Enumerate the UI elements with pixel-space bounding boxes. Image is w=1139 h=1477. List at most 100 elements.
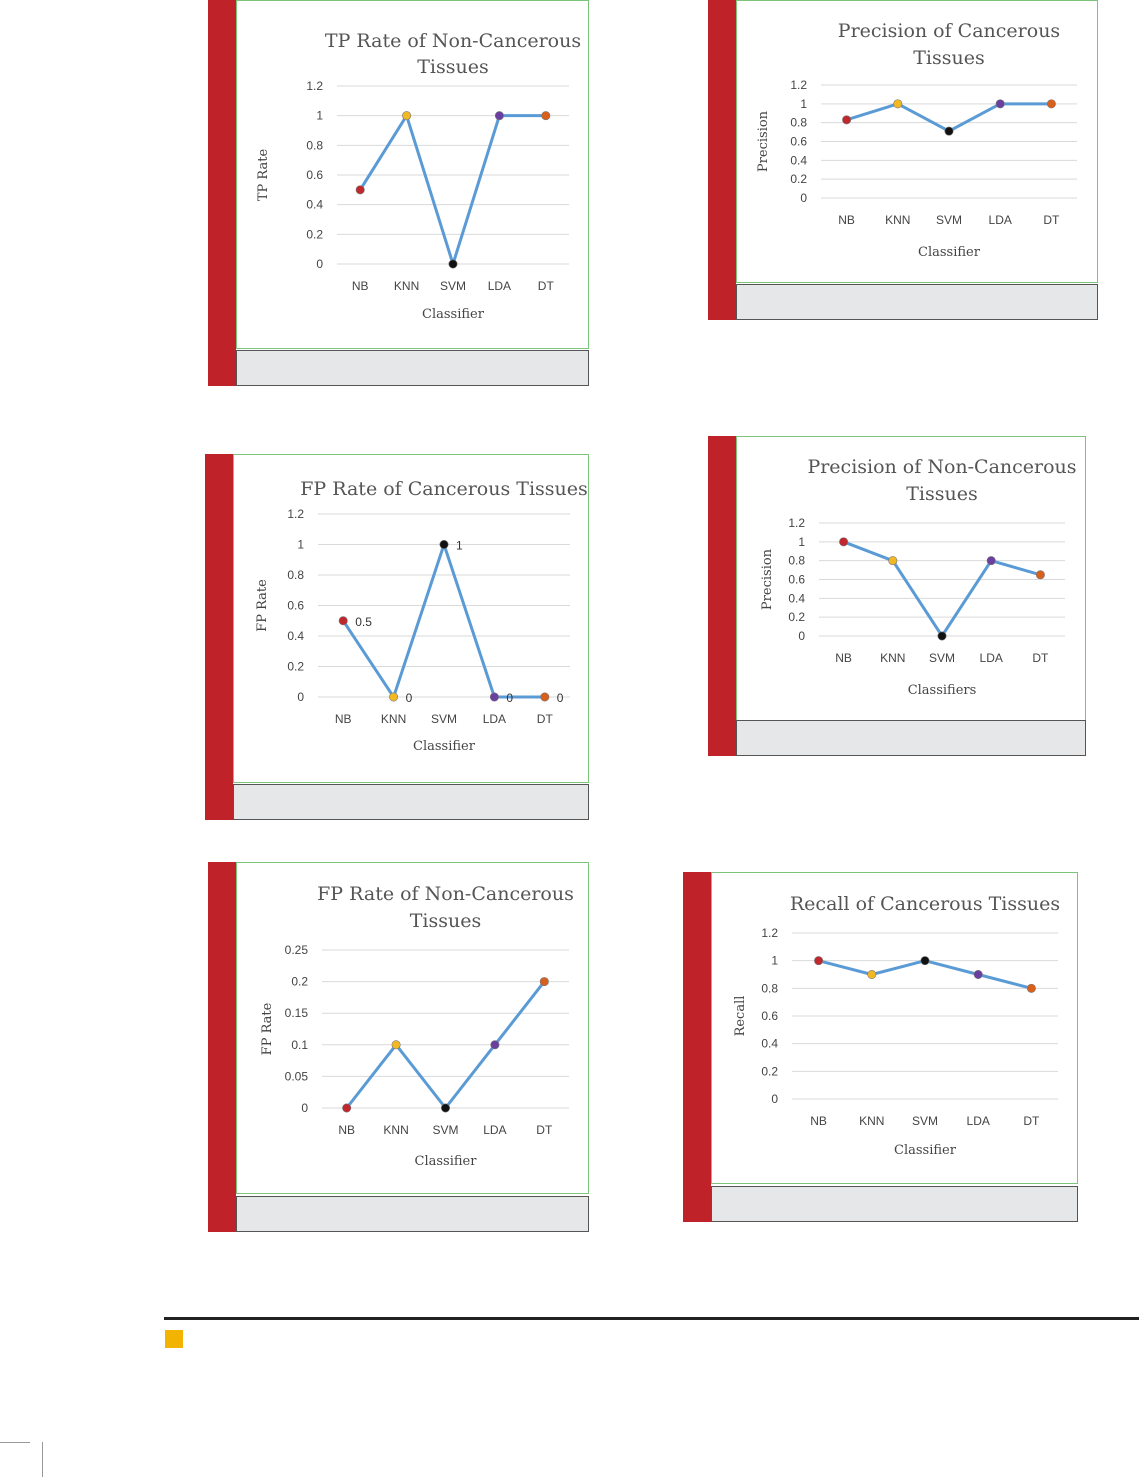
y-tick-label: 1.2 xyxy=(788,516,805,530)
x-tick-label: NB xyxy=(810,1114,827,1128)
crop-mark-horizontal xyxy=(0,1442,30,1443)
y-tick-label: 1.2 xyxy=(790,78,807,92)
data-point xyxy=(867,970,877,980)
data-point xyxy=(973,970,983,980)
x-tick-label: NB xyxy=(335,712,352,726)
accent-bar xyxy=(208,862,236,1232)
y-tick-label: 0 xyxy=(301,1101,308,1115)
chart-frame: FP Rate of Cancerous Tissues 0 0.2 0.4 0.6 0.… xyxy=(233,454,589,783)
line-chart: FP Rate of Non-Cancerous Tissues 0 0.05 0.1 0… xyxy=(260,883,574,1169)
data-point xyxy=(490,1040,500,1050)
data-point xyxy=(441,1103,451,1113)
y-tick-label: 0.6 xyxy=(761,1009,778,1023)
x-tick-label: DT xyxy=(1032,651,1049,665)
data-point xyxy=(402,111,412,121)
data-point xyxy=(839,537,849,547)
data-label: 0.5 xyxy=(355,615,372,629)
accent-bar xyxy=(708,436,736,756)
x-axis-label: Classifier xyxy=(413,739,476,754)
data-point xyxy=(920,956,930,966)
x-tick-label: LDA xyxy=(989,213,1012,227)
accent-bar xyxy=(208,0,236,386)
chart-title: Precision of Non-Cancerous xyxy=(807,456,1076,478)
data-label: 0 xyxy=(557,691,564,705)
y-tick-label: 0 xyxy=(800,191,807,205)
x-axis-label: Classifiers xyxy=(908,683,977,698)
x-tick-label: SVM xyxy=(936,213,962,227)
y-tick-label: 0.4 xyxy=(790,153,807,167)
chart-title: Tissues xyxy=(906,483,977,505)
y-tick-label: 0.1 xyxy=(291,1038,308,1052)
x-tick-label: DT xyxy=(1043,213,1060,227)
x-tick-label: SVM xyxy=(440,279,466,293)
x-axis-label: Classifier xyxy=(918,245,981,260)
data-point xyxy=(389,692,399,702)
chart-title: Tissues xyxy=(410,910,481,932)
series-line xyxy=(358,114,546,266)
x-tick-label: SVM xyxy=(431,712,457,726)
y-tick-label: 0 xyxy=(297,690,304,704)
chart-title: FP Rate of Non-Cancerous xyxy=(317,883,574,905)
data-point xyxy=(842,115,852,125)
data-point xyxy=(1035,570,1045,580)
data-point xyxy=(489,692,499,702)
footer-square-icon xyxy=(165,1330,183,1348)
chart-frame: TP Rate of Non-Cancerous Tissues 0 0.2 0.4 0.… xyxy=(236,0,589,349)
figure-caption-box xyxy=(736,720,1086,756)
data-point xyxy=(391,1040,401,1050)
x-tick-label: LDA xyxy=(980,651,1003,665)
y-tick-label: 0.2 xyxy=(306,227,323,241)
chart-title: TP Rate of Non-Cancerous xyxy=(325,30,581,52)
chart-panel-fp-rate-cancerous: FP Rate of Cancerous Tissues 0 0.2 0.4 0.6 0.… xyxy=(205,454,589,820)
x-tick-label: DT xyxy=(537,712,554,726)
chart-frame: Recall of Cancerous Tissues 0 0.2 0.4 0.6 0.8… xyxy=(711,872,1078,1184)
x-axis-label: Classifier xyxy=(894,1143,957,1158)
series-line xyxy=(843,540,1041,638)
data-point xyxy=(494,111,504,121)
y-tick-label: 0.2 xyxy=(761,1064,778,1078)
data-point xyxy=(540,692,550,702)
y-tick-label: 0 xyxy=(316,257,323,271)
series-line xyxy=(341,543,545,699)
x-tick-label: KNN xyxy=(885,213,910,227)
x-tick-label: NB xyxy=(838,213,855,227)
x-axis-label: Classifier xyxy=(422,307,485,322)
x-tick-label: DT xyxy=(1023,1114,1040,1128)
x-tick-label: SVM xyxy=(432,1123,458,1137)
footer-rule xyxy=(164,1317,1139,1320)
data-point xyxy=(338,616,348,626)
x-tick-label: KNN xyxy=(394,279,419,293)
x-tick-label: NB xyxy=(338,1123,355,1137)
data-point xyxy=(893,99,903,109)
x-tick-label: LDA xyxy=(488,279,511,293)
y-tick-label: 1.2 xyxy=(306,79,323,93)
data-point xyxy=(439,540,449,550)
y-tick-label: 0.4 xyxy=(306,198,323,212)
x-tick-label: LDA xyxy=(483,1123,506,1137)
x-axis-label: Classifier xyxy=(415,1154,478,1169)
chart-frame: FP Rate of Non-Cancerous Tissues 0 0.05 0.1 0… xyxy=(236,862,589,1194)
y-tick-label: 1.2 xyxy=(287,507,304,521)
y-tick-label: 1.2 xyxy=(761,926,778,940)
y-tick-label: 1 xyxy=(798,535,805,549)
x-tick-label: SVM xyxy=(929,651,955,665)
y-tick-label: 0.05 xyxy=(285,1069,309,1083)
y-axis-label: FP Rate xyxy=(255,579,270,632)
data-point xyxy=(986,556,996,566)
y-axis-label: Recall xyxy=(733,996,748,1037)
x-tick-label: NB xyxy=(352,279,369,293)
y-tick-label: 0.6 xyxy=(788,573,805,587)
y-axis-label: Precision xyxy=(760,548,775,610)
y-tick-label: 0.6 xyxy=(790,135,807,149)
y-tick-label: 1 xyxy=(771,954,778,968)
x-tick-label: KNN xyxy=(880,651,905,665)
x-tick-label: DT xyxy=(538,279,555,293)
chart-title: FP Rate of Cancerous Tissues xyxy=(300,478,588,500)
x-tick-label: LDA xyxy=(483,712,506,726)
data-point xyxy=(448,259,458,269)
figure-caption-box xyxy=(236,1196,589,1232)
y-tick-label: 0.8 xyxy=(306,138,323,152)
y-tick-label: 0 xyxy=(798,629,805,643)
line-chart: TP Rate of Non-Cancerous Tissues 0 0.2 0.4 0.… xyxy=(256,30,581,322)
data-point xyxy=(539,977,549,987)
